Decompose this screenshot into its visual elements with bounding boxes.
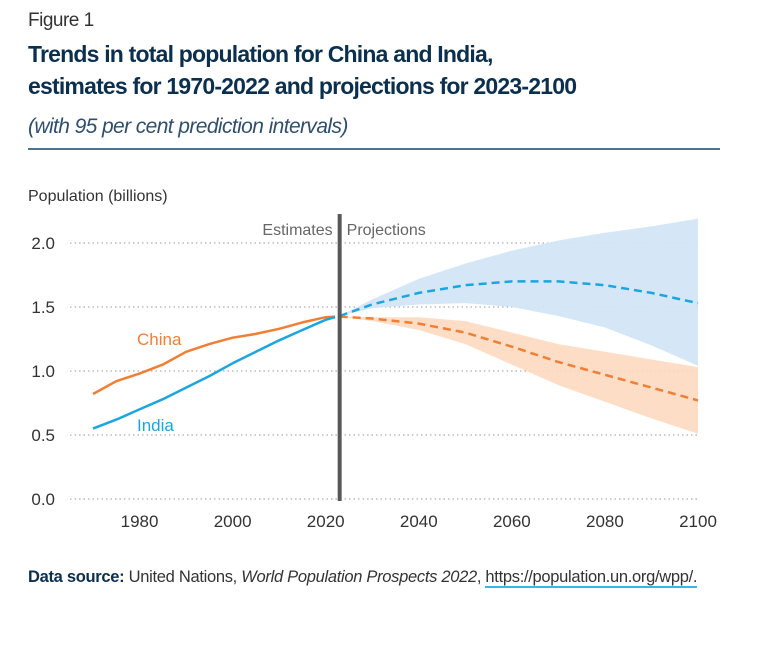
projection-line-china [339,315,699,402]
source-org: United Nations, [124,568,242,586]
data-source-note: Data source: United Nations, World Popul… [28,563,728,591]
x-tick-label: 2060 [493,512,531,531]
series-label-china: China [137,330,182,349]
x-tick-label: 1980 [121,512,159,531]
source-sep: , [476,568,486,586]
x-tick-label: 2040 [400,512,438,531]
prediction-band-india [339,218,699,366]
x-tick-label: 2080 [586,512,624,531]
x-tick-label: 2100 [679,512,717,531]
projections-label: Projections [347,222,426,239]
source-title: World Population Prospects 2022 [241,568,477,586]
title-line-2: estimates for 1970-2022 and projections … [28,73,577,99]
source-link[interactable]: https://population.un.org/wpp/. [485,568,698,588]
projection-line-india [339,280,699,318]
estimate-line-india [92,315,336,430]
y-tick-label: 2.0 [31,234,55,253]
source-label: Data source: [28,568,125,586]
chart-subtitle: (with 95 per cent prediction intervals) [28,115,348,138]
estimate-line-china [92,315,336,396]
y-tick-label: 1.5 [31,298,55,317]
figure-label: Figure 1 [28,10,94,31]
y-tick-label: 0.0 [31,490,55,509]
prediction-band-china [339,316,699,434]
title-line-1: Trends in total population for China and… [28,41,493,67]
y-tick-label: 0.5 [31,426,55,445]
title-divider [28,148,720,150]
x-tick-label: 2000 [214,512,252,531]
x-tick-label: 2020 [307,512,345,531]
estimates-label: Estimates [262,222,332,239]
chart-title: Trends in total population for China and… [28,38,577,102]
series-label-india: India [137,416,174,435]
y-tick-label: 1.0 [31,362,55,381]
y-axis-label: Population (billions) [28,188,168,205]
